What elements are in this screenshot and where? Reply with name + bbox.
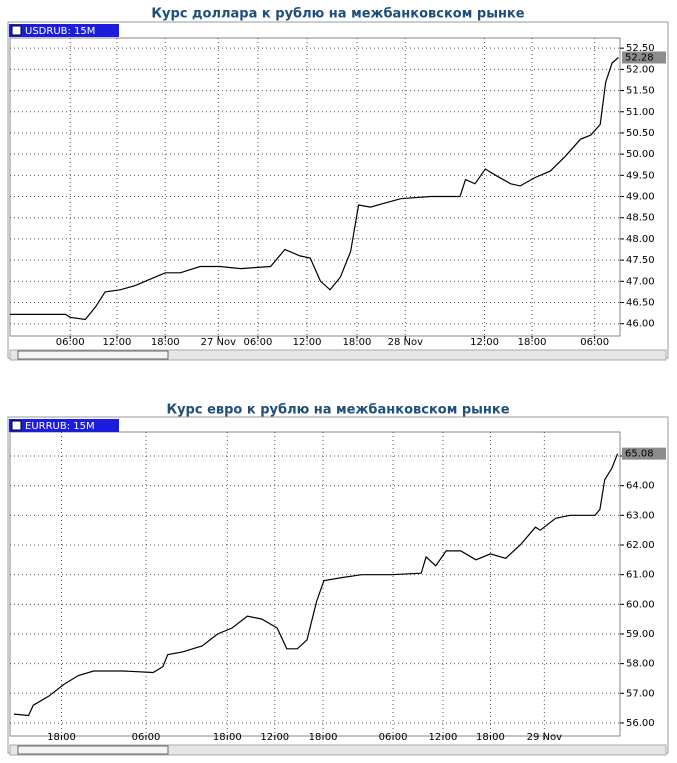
x-tick-label: 18:00 — [518, 337, 547, 348]
y-tick-label: 58.00 — [626, 659, 655, 670]
current-price-label: 52.28 — [625, 52, 654, 63]
ticker-label: USDRUB: 15M — [25, 26, 95, 37]
y-tick-label: 52.00 — [626, 64, 655, 75]
x-tick-label: 06:00 — [580, 337, 609, 348]
price-line — [13, 453, 619, 717]
current-price-label: 65.08 — [625, 449, 654, 460]
y-tick-label: 57.00 — [626, 688, 655, 699]
x-tick-label: 06:00 — [56, 337, 85, 348]
current-price-box — [622, 51, 666, 64]
scrollbar — [9, 744, 667, 756]
y-tick-label: 59.00 — [626, 629, 655, 640]
y-tick-label: 50.00 — [626, 149, 655, 160]
plot-area — [9, 37, 621, 337]
ticker-icon — [11, 25, 22, 36]
y-tick-label: 51.50 — [626, 86, 655, 97]
y-tick-label: 49.50 — [626, 170, 655, 181]
current-price-box — [622, 447, 666, 460]
ticker-icon — [11, 420, 22, 431]
x-tick-label: 28 Nov — [388, 337, 424, 348]
plot-area — [9, 431, 621, 737]
y-tick-label: 47.50 — [626, 255, 655, 266]
scroll-thumb — [17, 745, 169, 755]
x-tick-label: 18:00 — [476, 732, 505, 743]
x-tick-label: 12:00 — [429, 732, 458, 743]
x-tick-label: 06:00 — [132, 732, 161, 743]
x-tick-label: 06:00 — [244, 337, 273, 348]
y-tick-label: 46.50 — [626, 298, 655, 309]
scroll-thumb — [17, 350, 169, 360]
x-tick-label: 12:00 — [103, 337, 132, 348]
y-tick-label: 47.00 — [626, 276, 655, 287]
x-tick-label: 06:00 — [379, 732, 408, 743]
y-tick-label: 51.00 — [626, 107, 655, 118]
chart-title: Курс евро к рублю на межбанковском рынке — [166, 403, 509, 418]
y-tick-label: 49.00 — [626, 192, 655, 203]
y-tick-label: 62.00 — [626, 540, 655, 551]
ticker-tab — [9, 24, 119, 37]
y-tick-label: 64.00 — [626, 481, 655, 492]
y-tick-label: 50.50 — [626, 128, 655, 139]
y-tick-label: 52.50 — [626, 43, 655, 54]
x-tick-label: 12:00 — [470, 337, 499, 348]
x-tick-label: 18:00 — [343, 337, 372, 348]
y-tick-label: 46.00 — [626, 319, 655, 330]
x-tick-label: 27 Nov — [201, 337, 237, 348]
x-tick-label: 18:00 — [213, 732, 242, 743]
x-tick-label: 29 Nov — [527, 732, 563, 743]
x-tick-label: 18:00 — [151, 337, 180, 348]
price-line — [10, 57, 619, 321]
ticker-tab — [9, 419, 119, 432]
y-tick-label: 48.50 — [626, 213, 655, 224]
x-tick-label: 12:00 — [293, 337, 322, 348]
y-tick-label: 56.00 — [626, 718, 655, 729]
ticker-label: EURRUB: 15M — [25, 421, 95, 432]
x-tick-label: 12:00 — [260, 732, 289, 743]
y-tick-label: 48.00 — [626, 234, 655, 245]
x-tick-label: 18:00 — [309, 732, 338, 743]
y-tick-label: 60.00 — [626, 599, 655, 610]
scrollbar — [9, 349, 667, 361]
chart-title: Курс доллара к рублю на межбанковском ры… — [151, 7, 524, 22]
y-tick-label: 63.00 — [626, 510, 655, 521]
y-tick-label: 61.00 — [626, 570, 655, 581]
x-tick-label: 18:00 — [47, 732, 76, 743]
